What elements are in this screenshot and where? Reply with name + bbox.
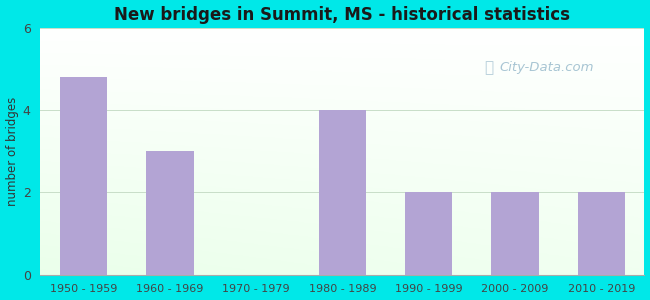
Y-axis label: number of bridges: number of bridges bbox=[6, 97, 19, 206]
Bar bbox=[578, 192, 625, 275]
Text: ⓘ: ⓘ bbox=[484, 60, 493, 75]
Text: City-Data.com: City-Data.com bbox=[499, 61, 594, 74]
Bar bbox=[318, 110, 366, 275]
Bar bbox=[405, 192, 452, 275]
Bar bbox=[146, 151, 194, 275]
Title: New bridges in Summit, MS - historical statistics: New bridges in Summit, MS - historical s… bbox=[114, 6, 571, 24]
Bar bbox=[491, 192, 539, 275]
Bar bbox=[60, 77, 107, 275]
